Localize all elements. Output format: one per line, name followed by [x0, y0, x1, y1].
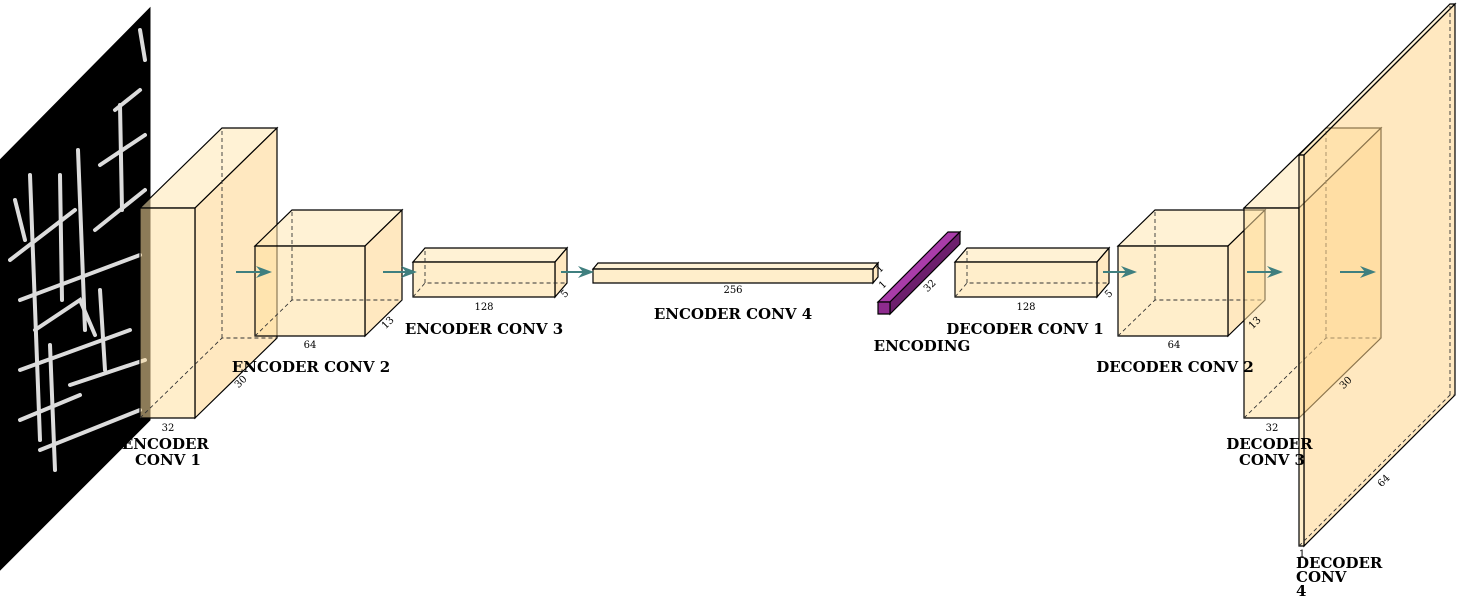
dim-dec2-width: 64 — [1168, 340, 1181, 351]
dim-enc1-width: 32 — [162, 423, 175, 434]
dim-dec4-width: 1 — [1299, 549, 1305, 560]
dim-dec4-depth: 64 — [1376, 473, 1393, 490]
dim-enc2-width: 64 — [304, 340, 317, 351]
dim-enc4-width: 256 — [723, 285, 742, 296]
layer-encoder-conv3 — [411, 246, 569, 299]
arrow-dec1-dec2 — [1103, 266, 1137, 278]
layer-encoding — [876, 230, 962, 316]
label-decoder-conv3: DECODER CONV 3 — [1226, 435, 1318, 469]
label-encoder-conv3: ENCODER CONV 3 — [405, 320, 563, 338]
layer-decoder-conv1 — [953, 246, 1111, 299]
dim-dec1-depth: 5 — [1103, 288, 1115, 300]
layer-encoder-conv2 — [253, 208, 404, 338]
arrow-enc1-enc2 — [236, 266, 272, 278]
layer-decoder-conv2 — [1116, 208, 1267, 338]
label-decoder-conv2: DECODER CONV 2 — [1096, 358, 1254, 376]
road-sketch-image — [8, 28, 147, 472]
dim-encoding-a: 1 — [877, 279, 889, 291]
arrow-enc3-enc4 — [561, 266, 594, 278]
label-encoding: ENCODING — [874, 337, 971, 355]
label-encoder-conv4: ENCODER CONV 4 — [654, 305, 812, 323]
label-encoder-conv1: ENCODER CONV 1 — [122, 435, 214, 469]
arrow-enc2-enc3 — [383, 266, 417, 278]
layer-decoder-conv4 — [1297, 2, 1457, 548]
label-decoder-conv1: DECODER CONV 1 — [946, 320, 1104, 338]
dim-dec1-width: 128 — [1016, 302, 1035, 313]
arrow-dec2-dec3 — [1247, 266, 1283, 278]
label-encoder-conv2: ENCODER CONV 2 — [232, 358, 390, 376]
input-image — [0, 6, 151, 571]
dim-enc3-depth: 5 — [559, 288, 571, 300]
dim-dec3-width: 32 — [1266, 423, 1279, 434]
arrow-dec3-dec4 — [1340, 266, 1376, 278]
dim-enc3-width: 128 — [474, 302, 493, 313]
label-decoder-conv4: DECODER CONV 4 — [1296, 554, 1388, 598]
layer-encoder-conv4 — [591, 261, 880, 285]
